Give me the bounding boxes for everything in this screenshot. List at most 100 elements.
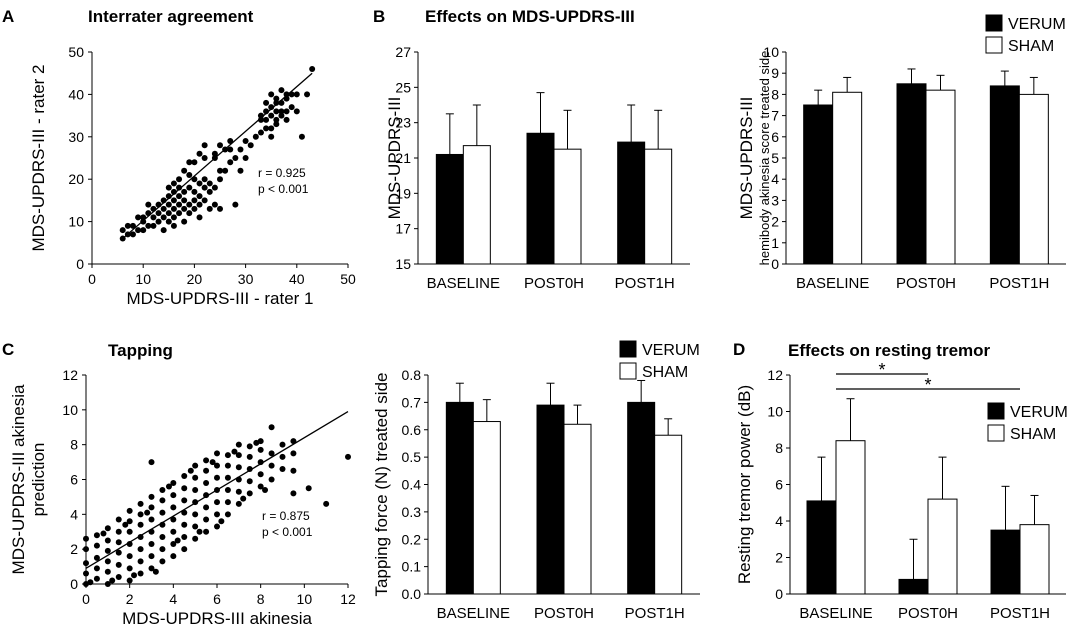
y-tick-label: 20: [68, 171, 84, 187]
data-point: [170, 479, 177, 486]
data-point: [278, 87, 285, 94]
data-point: [290, 490, 297, 497]
panel-a-title: Interrater agreement: [88, 7, 254, 26]
data-point: [196, 150, 203, 157]
panel-c-title: Tapping: [108, 341, 173, 360]
y-tick-label: 12: [767, 367, 783, 383]
data-point: [181, 218, 188, 225]
panel-label-a: A: [2, 7, 14, 26]
legend-label-sham: SHAM: [642, 364, 688, 381]
panel-label-c: C: [2, 340, 14, 359]
data-point: [181, 497, 188, 504]
chart-c-tapping-scatter: 0 2 4 6 8 10 12 0 2 4 6 8 10 12 r = 0.875 p < 0.001 MDS-…: [9, 367, 356, 628]
chart-b-updrs-bars: 15 17 19 21 23 25 27 BASELINE POST0H POST1H MDS-UP…: [385, 44, 690, 292]
legend-swatch-verum: [619, 340, 637, 358]
y-tick-label: 9: [771, 65, 779, 81]
data-point: [257, 471, 264, 478]
data-point: [214, 511, 220, 518]
data-point: [150, 222, 157, 229]
y-tick-label: 0.5: [402, 449, 422, 465]
data-point: [140, 227, 147, 234]
data-point: [181, 473, 188, 480]
data-point: [224, 462, 231, 469]
data-point: [104, 568, 111, 575]
data-point: [150, 214, 157, 221]
bar-verum: [898, 578, 929, 595]
data-point: [211, 184, 218, 191]
bar-verum: [536, 404, 565, 595]
data-point: [165, 483, 172, 490]
y-tick-label: 2: [771, 214, 779, 230]
data-point: [201, 197, 208, 204]
legend-label-sham: SHAM: [1008, 38, 1054, 55]
data-point: [196, 528, 203, 535]
y-tick-label: 6: [775, 477, 783, 493]
data-point: [211, 201, 218, 208]
data-point: [206, 188, 213, 195]
y-tick-label: 10: [62, 402, 78, 418]
data-point: [201, 142, 208, 149]
data-point: [115, 528, 122, 535]
data-point: [232, 201, 239, 208]
data-point: [144, 509, 151, 516]
panel-b-title: Effects on MDS-UPDRS-III: [425, 7, 635, 26]
data-point: [263, 125, 270, 132]
data-point: [224, 499, 231, 506]
legend-swatch-sham: [987, 424, 1005, 442]
data-point: [273, 95, 280, 102]
y-tick-label: 0.6: [402, 422, 422, 438]
data-point: [268, 104, 275, 111]
data-point: [192, 535, 199, 542]
data-point: [181, 197, 188, 204]
data-point: [192, 486, 199, 493]
data-point: [196, 180, 203, 187]
y-axis-title: Resting tremor power (dB): [735, 385, 754, 584]
significance-star: *: [924, 375, 931, 395]
data-point: [115, 549, 122, 556]
data-point: [203, 516, 210, 523]
correlation-p: p < 0.001: [262, 525, 313, 539]
bar-verum: [803, 104, 834, 265]
data-point: [159, 497, 166, 504]
bar-sham: [563, 423, 592, 595]
y-tick-label: 12: [62, 367, 78, 383]
data-point: [159, 533, 166, 540]
bar-verum: [617, 141, 646, 265]
category-label: POST0H: [524, 275, 584, 292]
data-point: [246, 490, 253, 497]
data-point: [126, 565, 133, 572]
y-tick-label: 0: [76, 256, 84, 272]
regression-line: [122, 72, 313, 240]
category-label: BASELINE: [427, 275, 500, 292]
category-label: POST1H: [625, 605, 685, 622]
data-point: [196, 193, 203, 200]
data-point: [160, 214, 167, 221]
data-point: [262, 486, 269, 493]
legend-swatch-sham: [985, 36, 1003, 54]
data-point: [131, 572, 138, 579]
data-point: [148, 459, 155, 466]
data-point: [214, 450, 220, 457]
data-point: [224, 474, 231, 481]
y-tick-label: 0.4: [402, 477, 422, 493]
data-point: [145, 222, 152, 229]
correlation-r: r = 0.925: [258, 166, 306, 180]
data-point: [93, 565, 100, 572]
data-point: [203, 479, 210, 486]
data-point: [170, 504, 177, 511]
y-tick-label: 8: [70, 437, 78, 453]
data-point: [227, 159, 234, 166]
data-point: [290, 467, 297, 474]
data-point: [137, 500, 144, 507]
data-point: [268, 450, 275, 457]
y-tick-label: 0: [775, 586, 783, 602]
x-tick-label: 6: [213, 591, 221, 607]
data-point: [170, 222, 177, 229]
chart-a-interrater-scatter: 0 10 20 30 40 50 0 10 20 30 40 50 r = 0.925 p < 0.001…: [29, 44, 356, 308]
data-point: [217, 167, 223, 174]
data-point: [83, 546, 89, 553]
y-axis-title: MDS-UPDRS-III: [385, 97, 404, 220]
data-point: [235, 452, 242, 459]
data-point: [235, 488, 242, 495]
data-point: [83, 535, 89, 542]
